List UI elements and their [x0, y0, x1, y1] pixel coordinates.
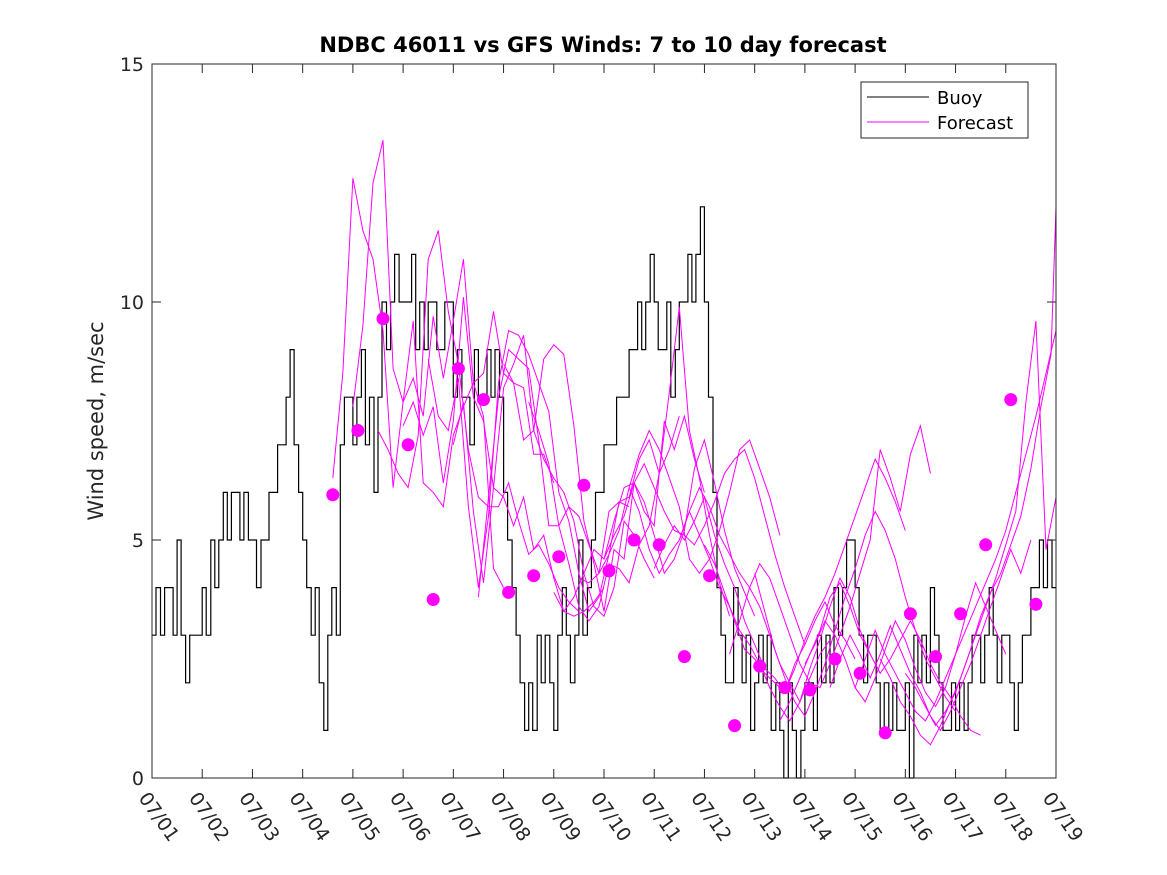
forecast-marker-16 — [728, 719, 742, 733]
forecast-line-7 — [503, 344, 705, 612]
buoy-line — [152, 206, 1056, 779]
forecast-marker-21 — [853, 666, 867, 680]
forecast-marker-7 — [502, 585, 516, 599]
plot-background — [152, 64, 1056, 778]
forecast-line-2 — [377, 230, 580, 612]
forecast-marker-28 — [1029, 597, 1043, 611]
legend-label-forecast: Forecast — [937, 113, 1013, 134]
forecast-line-0 — [332, 178, 505, 588]
forecast-marker-26 — [979, 538, 993, 552]
forecast-line-23 — [904, 320, 1057, 727]
forecast-line-5 — [452, 335, 655, 618]
forecast-line-6 — [477, 348, 680, 598]
forecast-line-4 — [427, 329, 630, 613]
forecast-line-1 — [352, 140, 555, 484]
y-axis-label: Wind speed, m/sec — [84, 321, 108, 520]
forecast-marker-24 — [929, 650, 942, 664]
forecast-marker-11 — [602, 564, 616, 578]
forecast-marker-9 — [552, 550, 566, 564]
forecast-marker-25 — [954, 607, 968, 621]
forecast-marker-15 — [703, 569, 716, 583]
y-tick-label-2: 10 — [120, 292, 144, 314]
forecast-marker-3 — [401, 438, 415, 452]
forecast-marker-8 — [527, 569, 541, 583]
forecast-marker-4 — [426, 593, 440, 606]
forecast-markers — [326, 312, 1043, 740]
forecast-marker-17 — [753, 659, 767, 673]
forecast-marker-20 — [828, 652, 842, 666]
y-tick-label-1: 5 — [132, 530, 144, 552]
forecast-marker-1 — [351, 424, 365, 437]
forecast-line-8 — [528, 306, 731, 622]
forecast-line-18 — [779, 581, 981, 736]
forecast-marker-10 — [577, 478, 591, 492]
forecast-marker-23 — [903, 607, 917, 621]
forecast-line-11 — [603, 448, 806, 645]
forecast-line-9 — [553, 438, 756, 617]
forecast-marker-6 — [477, 393, 490, 407]
forecast-marker-18 — [778, 681, 792, 695]
forecast-line-14 — [678, 510, 881, 722]
forecast-line-21 — [854, 330, 1057, 722]
forecast-marker-13 — [652, 538, 666, 552]
forecast-line-10 — [578, 429, 781, 584]
forecast-line-15 — [703, 457, 906, 694]
forecast-marker-2 — [376, 312, 390, 326]
legend-box — [860, 81, 1029, 139]
y-tick-label-0: 0 — [132, 768, 144, 790]
forecast-marker-14 — [677, 650, 691, 664]
forecast-line-12 — [628, 486, 831, 703]
y-axis: 0 5 10 15 — [120, 54, 1056, 790]
forecast-line-13 — [653, 495, 856, 694]
forecast-marker-12 — [627, 533, 641, 547]
chart-title: NDBC 46011 vs GFS Winds: 7 to 10 day for… — [319, 33, 886, 57]
forecast-line-19 — [804, 581, 1007, 708]
forecast-marker-19 — [803, 683, 817, 697]
legend-label-buoy: Buoy — [937, 88, 983, 109]
forecast-marker-22 — [878, 726, 892, 740]
y-tick-label-3: 15 — [120, 54, 144, 76]
forecast-line-16 — [729, 423, 931, 689]
forecast-marker-5 — [451, 362, 465, 376]
forecast-marker-27 — [1004, 393, 1018, 407]
forecast-series — [332, 140, 1057, 746]
legend: Buoy Forecast — [860, 81, 1029, 139]
buoy-series — [152, 206, 1056, 779]
forecast-line-3 — [402, 297, 605, 617]
forecast-marker-0 — [326, 488, 340, 502]
